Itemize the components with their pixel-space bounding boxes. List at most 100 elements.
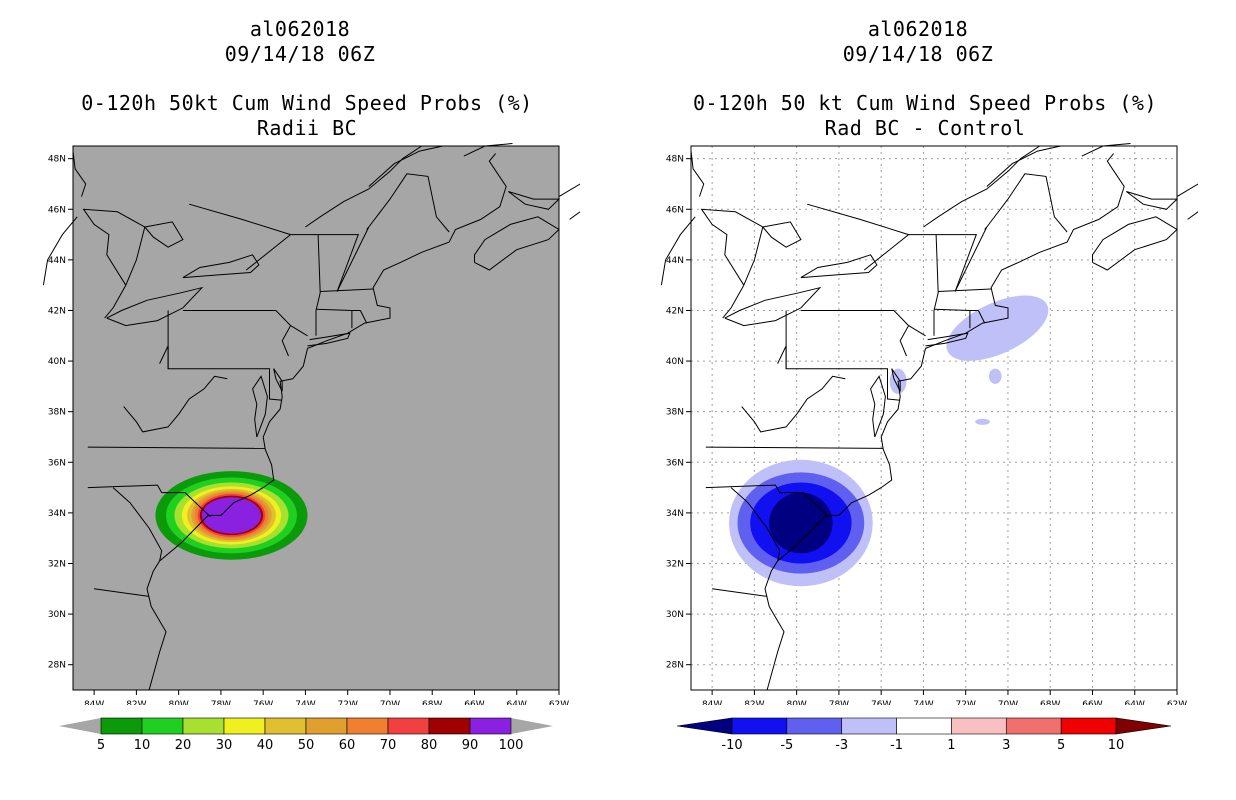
colorbar-label: -5	[780, 738, 793, 753]
coastline-segment	[863, 234, 978, 292]
coastline-segment	[87, 484, 211, 518]
x-tick-label: 72W	[956, 700, 976, 705]
colorbar-label: 10	[134, 738, 151, 753]
y-tick-label: 46N	[48, 205, 66, 215]
coastline-segment	[1176, 183, 1198, 220]
coastline-segment	[320, 288, 374, 292]
right-map-background	[691, 146, 1177, 690]
colorbar-label: 90	[462, 738, 479, 753]
colorbar-label: 40	[257, 738, 274, 753]
coastline-segment	[722, 284, 745, 319]
coastline-segment	[800, 310, 910, 357]
right-title-block-2: 0-120h 50 kt Cum Wind Speed Probs (%) Ra…	[645, 91, 1205, 141]
right-datetime: 09/14/18 06Z	[842, 42, 994, 66]
coastline-segment	[938, 288, 992, 292]
y-tick-label: 48N	[666, 155, 684, 165]
right-map-frame	[690, 145, 1178, 691]
y-tick-label: 36N	[48, 458, 66, 468]
colorbar-swatch	[182, 717, 225, 735]
x-tick-label: 68W	[422, 700, 442, 705]
coastline-segment	[368, 145, 443, 187]
coastline-segment	[182, 254, 260, 279]
coastline-segment	[42, 216, 78, 286]
colorbar-label: 5	[97, 738, 105, 753]
colorbar-swatch	[387, 717, 430, 735]
coastline-segment	[705, 484, 829, 518]
coastline-segment	[307, 332, 351, 347]
right-x-axis: 84W 82W 80W 78W 76W 74W 72W 70W 68W 66W 64W 62W	[702, 690, 1187, 705]
difference-contour-offshore	[988, 368, 1002, 384]
coastline-segment	[762, 221, 802, 248]
coastline-segment	[1092, 216, 1178, 271]
difference-contour-offshore-south	[975, 418, 990, 425]
coastline-segment	[159, 345, 169, 369]
right-difference-contours	[729, 295, 1049, 587]
left-title-block-2: 0-120h 50kt Cum Wind Speed Probs (%) Rad…	[27, 91, 587, 141]
x-tick-label: 82W	[744, 700, 764, 705]
coastline-segment	[123, 375, 228, 433]
coastline-segment	[112, 487, 163, 562]
x-tick-label: 64W	[1125, 700, 1145, 705]
x-tick-label: 76W	[871, 700, 891, 705]
left-chart-title: 0-120h 50kt Cum Wind Speed Probs (%)	[81, 91, 533, 115]
coastline-segment	[359, 310, 368, 324]
y-tick-label: 44N	[666, 256, 684, 266]
x-tick-label: 78W	[211, 700, 231, 705]
x-tick-label: 82W	[126, 700, 146, 705]
right-chart-subtitle: Rad BC - Control	[824, 116, 1026, 140]
left-y-axis: 28N 30N 32N 34N 36N 38N 40N 42N 44N 46N 48N	[48, 155, 73, 671]
coastline-segment	[800, 254, 878, 279]
left-probability-map: 84W 82W 80W 78W 76W 74W 72W 70W 68W 66W 64W 62W 28N…	[42, 143, 580, 705]
colorbar-label: 3	[1002, 738, 1010, 753]
right-coastline	[660, 143, 1198, 691]
left-storm-id: al062018	[249, 17, 351, 41]
coastline-segment	[368, 173, 450, 233]
colorbar-label: 60	[339, 738, 356, 753]
x-tick-label: 80W	[786, 700, 806, 705]
y-tick-label: 38N	[48, 408, 66, 418]
coastline-segment	[144, 221, 184, 248]
x-tick-label: 64W	[507, 700, 527, 705]
colorbar-over-arrow	[1115, 717, 1172, 735]
coastline-segment	[807, 203, 909, 236]
colorbar-label: 1	[947, 738, 955, 753]
y-tick-label: 34N	[666, 509, 684, 519]
coastline-segment	[146, 153, 507, 691]
colorbar-label: 30	[216, 738, 233, 753]
colorbar-swatch	[428, 717, 471, 735]
colorbar-swatch	[731, 717, 788, 735]
colorbar-swatch	[469, 717, 512, 735]
right-y-axis: 28N 30N 32N 34N 36N 38N 40N 42N 44N 46N 48N	[666, 155, 691, 671]
coastline-segment	[712, 588, 768, 597]
coastline-segment	[189, 203, 291, 236]
coastline-segment	[977, 310, 986, 324]
x-tick-label: 84W	[702, 700, 722, 705]
x-tick-label: 70W	[380, 700, 400, 705]
colorbar-label: 70	[380, 738, 397, 753]
x-tick-label: 80W	[168, 700, 188, 705]
x-tick-label: 62W	[1167, 700, 1187, 705]
colorbar-swatch	[1005, 717, 1062, 735]
coastline-segment	[1125, 191, 1179, 210]
x-tick-label: 76W	[253, 700, 273, 705]
y-tick-label: 42N	[48, 306, 66, 316]
coastline-segment	[908, 325, 926, 337]
colorbar-label: 20	[175, 738, 192, 753]
coastline-segment	[305, 145, 422, 228]
coastline-segment	[660, 216, 696, 286]
colorbar-label: -3	[835, 738, 848, 753]
coastline-segment	[87, 446, 266, 449]
coastline-segment	[923, 145, 1040, 228]
y-tick-label: 34N	[48, 509, 66, 519]
x-tick-label: 78W	[829, 700, 849, 705]
y-tick-label: 40N	[48, 357, 66, 367]
left-coastline	[42, 143, 580, 691]
right-title-block: al062018 09/14/18 06Z	[638, 17, 1198, 67]
x-tick-label: 72W	[338, 700, 358, 705]
y-tick-label: 48N	[48, 155, 66, 165]
colorbar-label: 50	[298, 738, 315, 753]
y-tick-label: 32N	[666, 559, 684, 569]
left-map-frame	[72, 145, 560, 691]
colorbar-label: 100	[499, 738, 524, 753]
coastline-segment	[245, 234, 360, 292]
